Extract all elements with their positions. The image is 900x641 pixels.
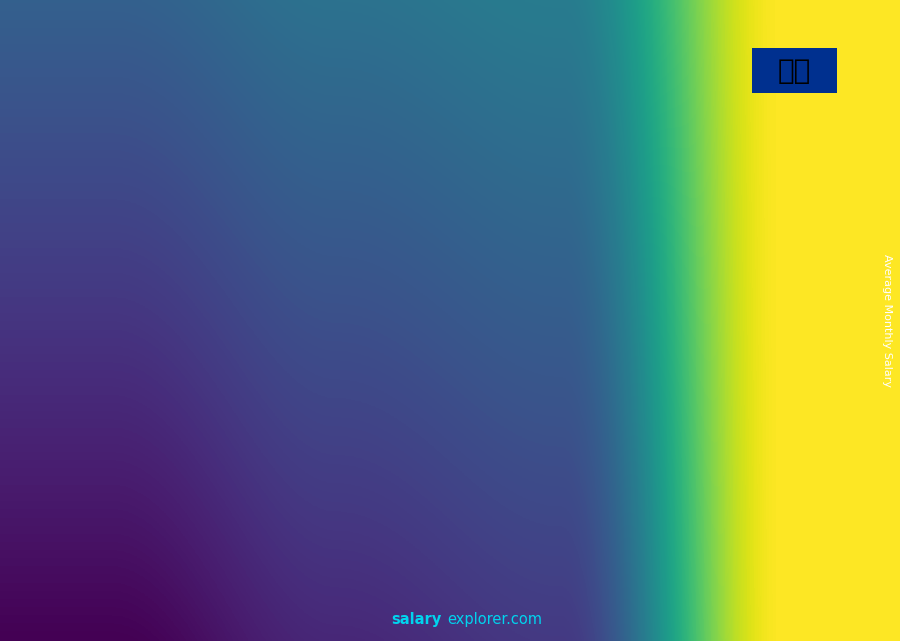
- Text: 1,600 FJD: 1,600 FJD: [364, 225, 435, 240]
- Polygon shape: [687, 186, 762, 197]
- Text: 660 FJD: 660 FJD: [9, 414, 66, 429]
- Polygon shape: [258, 387, 270, 577]
- Text: 🇫🇯: 🇫🇯: [778, 56, 811, 85]
- Polygon shape: [441, 244, 516, 256]
- Text: +22%: +22%: [388, 203, 446, 221]
- Text: Average Monthly Salary: Average Monthly Salary: [881, 254, 892, 387]
- Text: salary: salary: [392, 612, 442, 627]
- Polygon shape: [751, 186, 762, 577]
- Bar: [318, 314, 382, 577]
- Text: 1,740 FJD: 1,740 FJD: [488, 197, 558, 212]
- Polygon shape: [318, 302, 393, 314]
- Polygon shape: [382, 302, 393, 577]
- Polygon shape: [136, 433, 147, 577]
- Text: Foreman: Foreman: [40, 158, 119, 176]
- Polygon shape: [505, 244, 516, 577]
- Polygon shape: [564, 216, 639, 228]
- Text: 1,310 FJD: 1,310 FJD: [241, 283, 311, 298]
- Text: 890 FJD: 890 FJD: [132, 368, 189, 383]
- Text: +9%: +9%: [518, 174, 562, 192]
- Bar: [72, 444, 136, 577]
- Text: +8%: +8%: [640, 144, 686, 163]
- Bar: [441, 256, 505, 577]
- Text: Salary Comparison By Experience: Salary Comparison By Experience: [40, 129, 539, 155]
- Polygon shape: [194, 387, 270, 398]
- Bar: [564, 228, 628, 577]
- Text: explorer.com: explorer.com: [447, 612, 543, 627]
- Polygon shape: [628, 216, 639, 577]
- Bar: [687, 197, 751, 577]
- Text: +48%: +48%: [265, 261, 323, 279]
- Text: +34%: +34%: [141, 345, 200, 363]
- Bar: [194, 398, 258, 577]
- Text: 1,890 FJD: 1,890 FJD: [610, 167, 680, 182]
- Polygon shape: [72, 433, 147, 444]
